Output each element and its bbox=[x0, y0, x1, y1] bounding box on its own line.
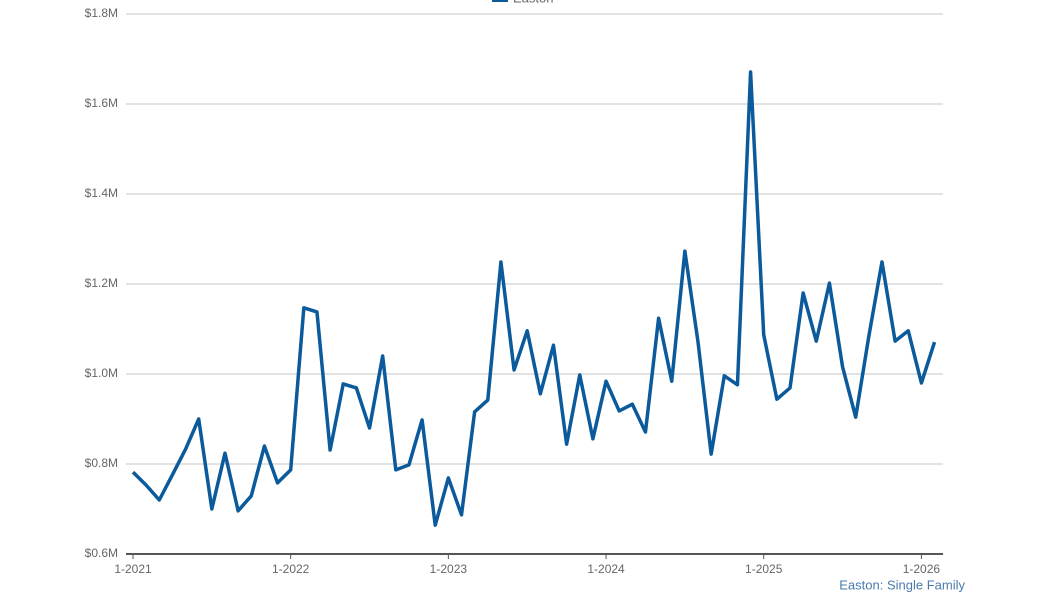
x-tick-label: 1-2026 bbox=[903, 562, 941, 576]
x-tick-label: 1-2025 bbox=[745, 562, 783, 576]
y-tick-label: $1.0M bbox=[85, 366, 118, 380]
y-tick-label: $0.8M bbox=[85, 456, 118, 470]
x-tick-label: 1-2021 bbox=[114, 562, 152, 576]
y-tick-label: $1.8M bbox=[85, 6, 118, 20]
y-tick-label: $0.6M bbox=[85, 546, 118, 560]
y-tick-label: $1.6M bbox=[85, 96, 118, 110]
x-tick-label: 1-2022 bbox=[272, 562, 310, 576]
data-line bbox=[131, 70, 937, 527]
x-tick-label: 1-2023 bbox=[430, 562, 468, 576]
x-tick-label: 1-2024 bbox=[587, 562, 625, 576]
footnote: Easton: Single Family bbox=[839, 577, 965, 592]
legend-label: Easton bbox=[513, 0, 553, 5]
y-tick-label: $1.2M bbox=[85, 276, 118, 290]
y-tick-label: $1.4M bbox=[85, 186, 118, 200]
